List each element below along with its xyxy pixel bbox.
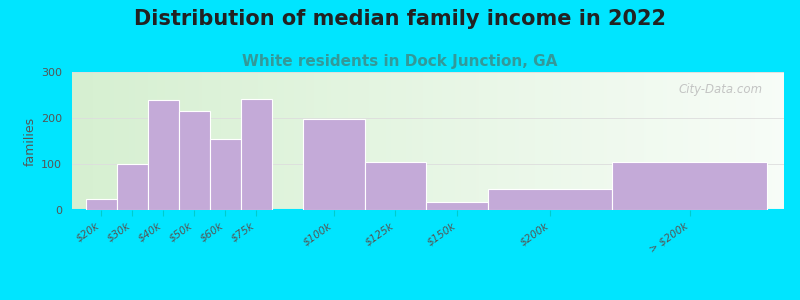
Bar [210,139,241,210]
Bar [488,189,612,210]
Bar [365,162,426,210]
Text: Distribution of median family income in 2022: Distribution of median family income in … [134,9,666,29]
Bar [148,100,179,210]
Bar [426,202,488,210]
Bar [612,162,767,210]
Text: White residents in Dock Junction, GA: White residents in Dock Junction, GA [242,54,558,69]
Y-axis label: families: families [24,116,37,166]
Bar [86,199,117,210]
Bar [179,111,210,210]
Text: City-Data.com: City-Data.com [678,83,762,96]
Bar [241,99,272,210]
Bar [302,119,365,210]
Bar [117,164,148,210]
